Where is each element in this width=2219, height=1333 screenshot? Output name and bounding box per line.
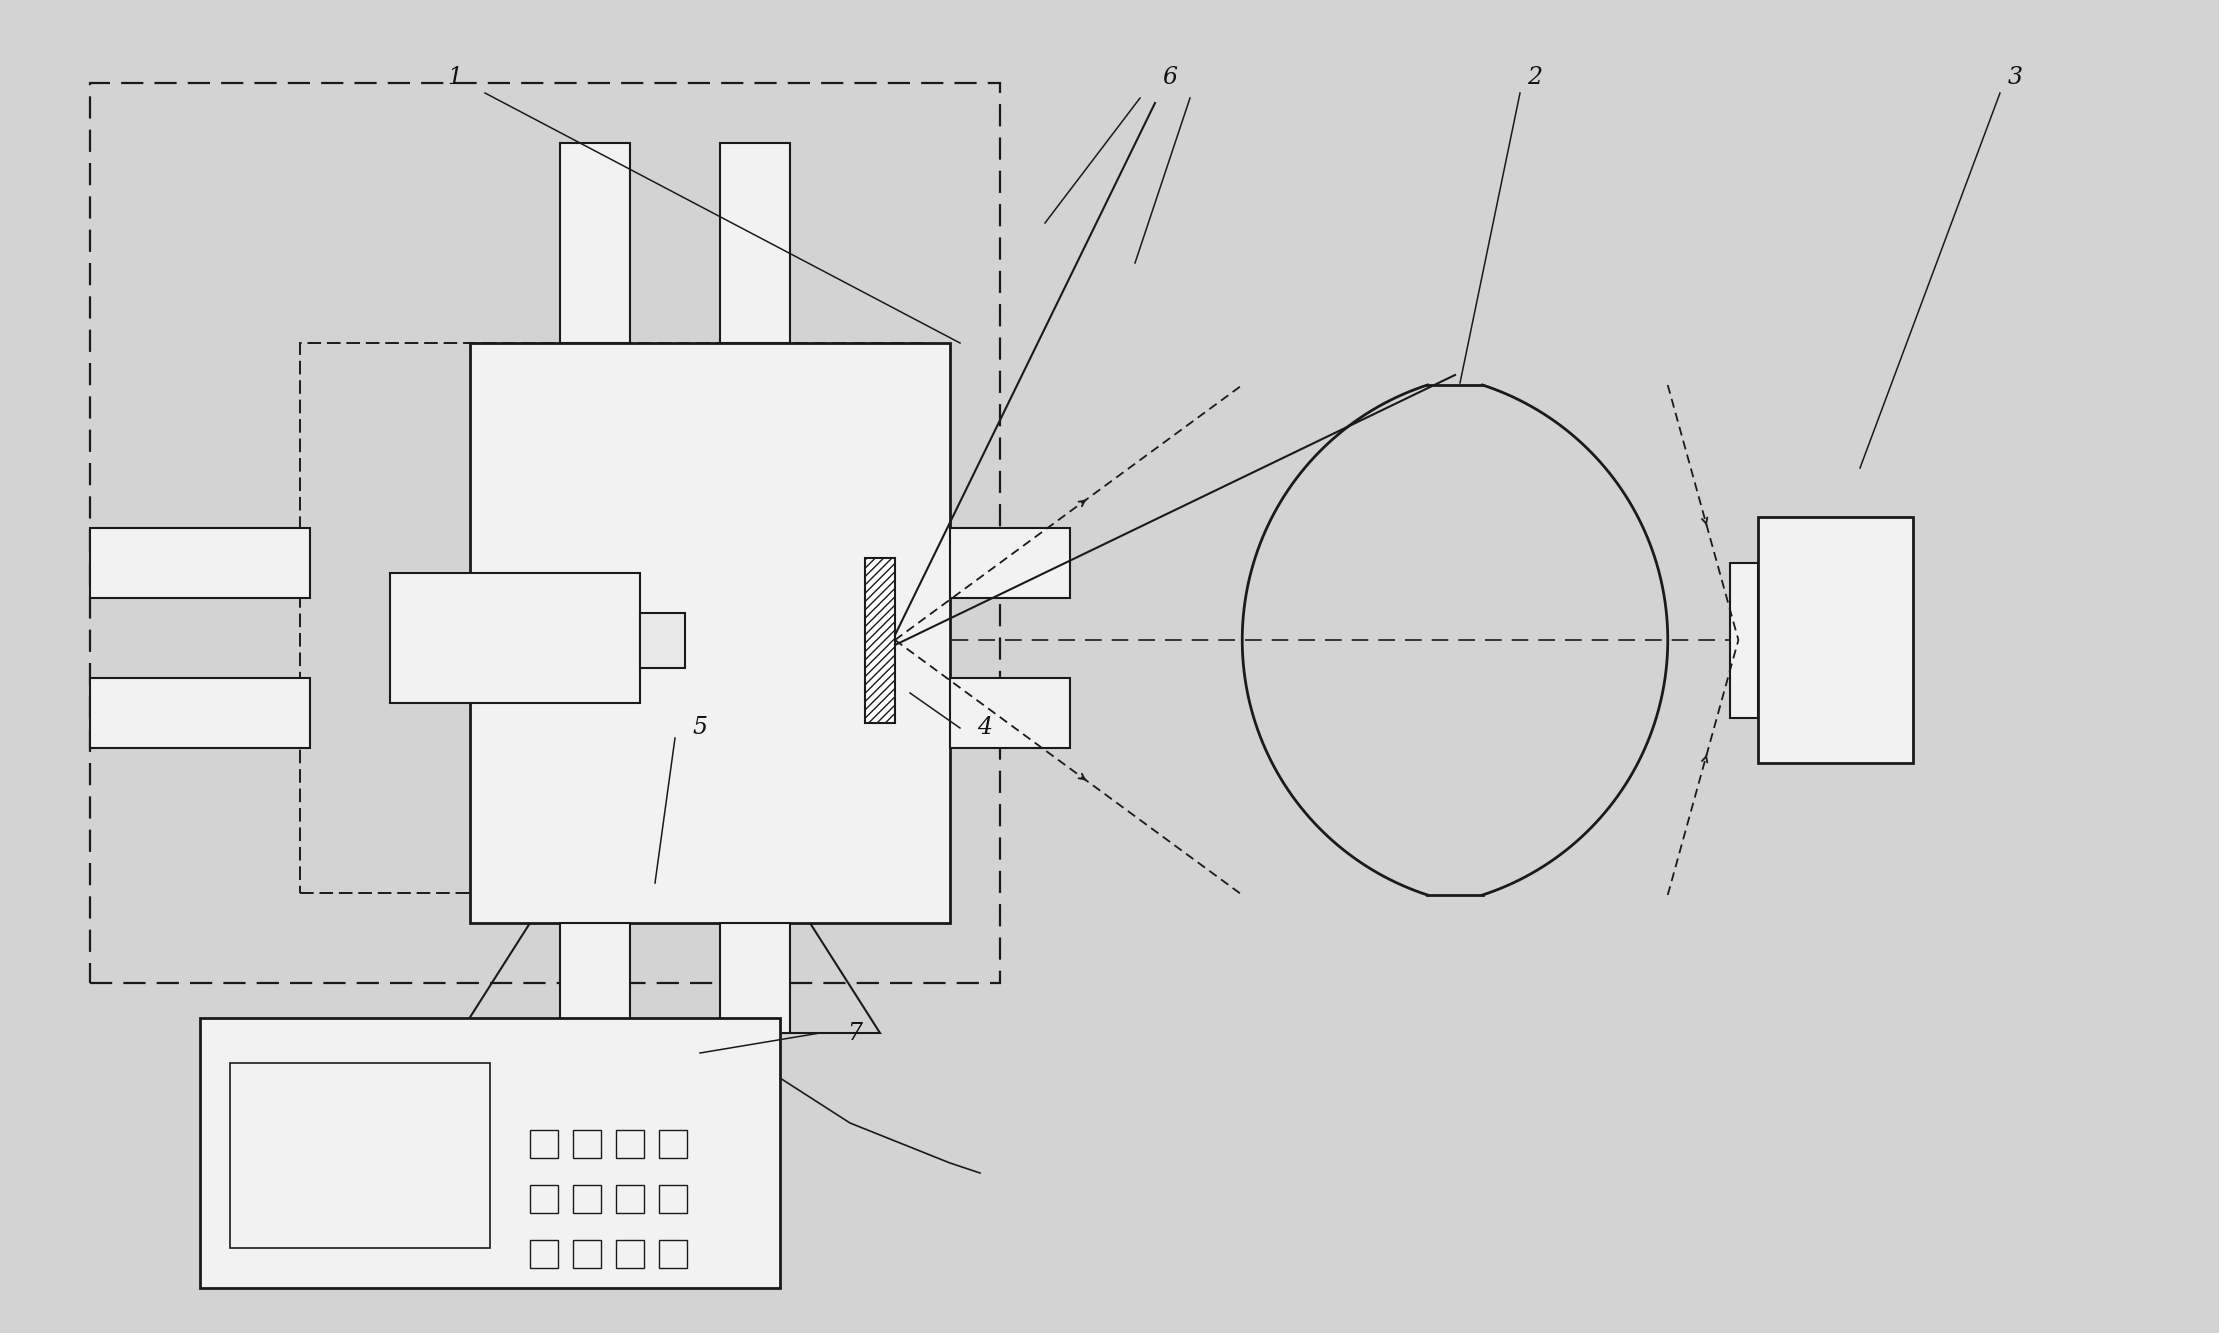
Bar (573, 1185, 601, 1213)
Bar (573, 1240, 601, 1268)
Bar (1757, 517, 1913, 762)
Bar (950, 528, 1070, 599)
Bar (200, 1018, 781, 1288)
Bar (530, 1185, 557, 1213)
Bar (559, 922, 630, 1033)
Bar (865, 557, 894, 722)
Bar (91, 83, 1001, 982)
Bar (719, 922, 790, 1033)
Bar (659, 1130, 688, 1158)
Text: 2: 2 (1527, 67, 1542, 89)
Bar (530, 1240, 557, 1268)
Bar (559, 143, 630, 343)
Bar (659, 1240, 688, 1268)
Bar (659, 1185, 688, 1213)
Bar (617, 1240, 644, 1268)
Text: 1: 1 (448, 67, 462, 89)
Text: 4: 4 (979, 717, 992, 740)
Bar (470, 343, 950, 922)
Text: 5: 5 (692, 717, 708, 740)
Bar (300, 343, 930, 893)
Bar (639, 613, 686, 668)
Bar (573, 1130, 601, 1158)
Bar (91, 528, 311, 599)
Text: 7: 7 (848, 1021, 863, 1045)
Bar (617, 1130, 644, 1158)
Text: 3: 3 (2008, 67, 2022, 89)
Bar (617, 1185, 644, 1213)
Bar (950, 678, 1070, 748)
Text: 6: 6 (1163, 67, 1178, 89)
Bar (91, 678, 311, 748)
Bar (231, 1062, 490, 1248)
Bar (1731, 563, 1757, 717)
Bar (530, 1130, 557, 1158)
Bar (719, 143, 790, 343)
Bar (391, 573, 639, 702)
